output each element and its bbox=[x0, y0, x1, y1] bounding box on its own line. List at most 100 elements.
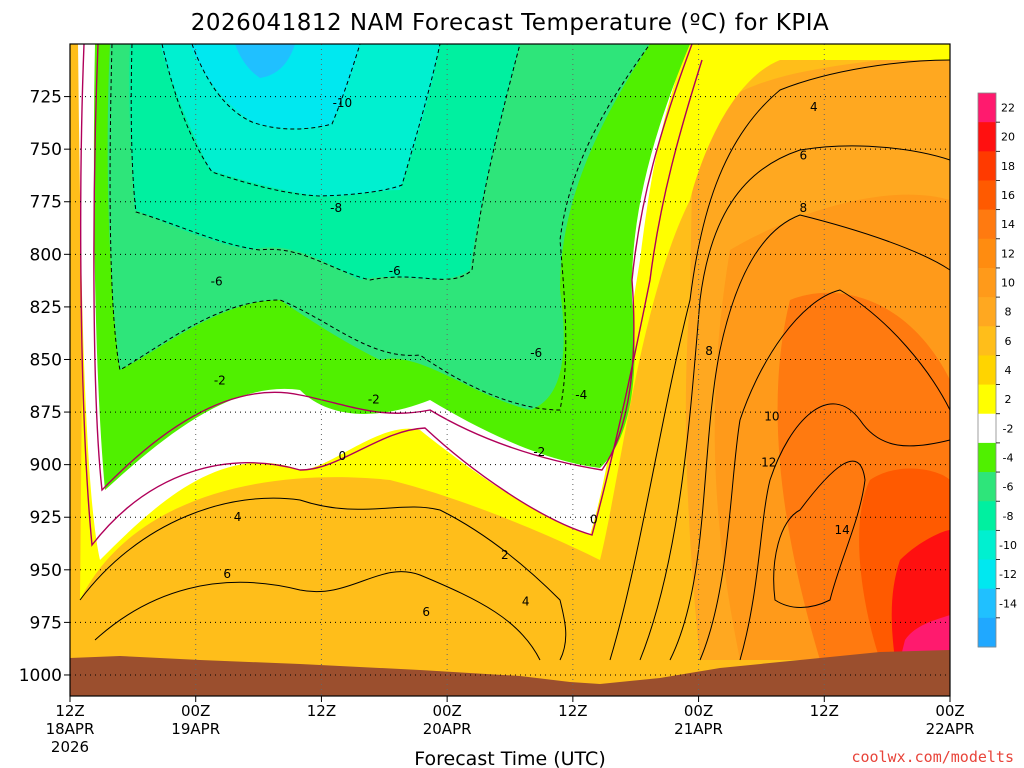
contour-label: -6 bbox=[530, 346, 542, 360]
colorbar-tick-label: -14 bbox=[999, 597, 1017, 610]
contour-label: -6 bbox=[389, 264, 401, 278]
x-tick-label: 12Z bbox=[558, 702, 587, 720]
isotherm-plus-six-left bbox=[94, 571, 541, 661]
contour-label: 6 bbox=[422, 605, 430, 619]
colorbar-tick-label: -6 bbox=[1003, 481, 1014, 494]
x-tick-label: 2026 bbox=[51, 738, 89, 756]
y-tick-label: 875 bbox=[30, 403, 62, 423]
contour-label: -2 bbox=[533, 445, 545, 459]
filled-contours bbox=[70, 44, 950, 696]
colorbar-swatch bbox=[978, 180, 996, 211]
contour-label: 0 bbox=[590, 512, 598, 526]
x-tick-label: 12Z bbox=[55, 702, 84, 720]
colorbar-tick-label: 20 bbox=[1001, 131, 1015, 144]
isotherm-minus-four bbox=[109, 43, 651, 411]
colorbar-swatch bbox=[978, 588, 996, 619]
colorbar-tick-label: 14 bbox=[1001, 218, 1015, 231]
contour-label: 6 bbox=[800, 148, 808, 162]
region-cold-light-blue bbox=[190, 44, 360, 129]
x-tick-label: 12Z bbox=[307, 702, 336, 720]
region-hottest-right bbox=[900, 615, 950, 660]
isotherm-plus-twelve-right bbox=[739, 403, 951, 661]
colorbar-swatch bbox=[978, 93, 996, 123]
contour-label: -10 bbox=[333, 96, 353, 110]
contour-label: 8 bbox=[800, 201, 808, 215]
colorbar-swatch bbox=[978, 355, 996, 386]
contour-lines bbox=[79, 43, 951, 661]
colorbar-tick-label: 12 bbox=[1001, 247, 1015, 260]
colorbar-tick-label: 16 bbox=[1001, 189, 1015, 202]
colorbar-tick-label: -2 bbox=[1003, 422, 1014, 435]
x-tick-label: 20APR bbox=[423, 720, 472, 738]
contour-label: 0 bbox=[339, 449, 347, 463]
colorbar-swatch bbox=[978, 442, 996, 473]
contour-label: -4 bbox=[575, 388, 587, 402]
isotherm-minus-ten bbox=[191, 43, 361, 130]
region-coldest bbox=[235, 44, 295, 78]
contour-label: 4 bbox=[522, 594, 530, 608]
isotherm-plus-ten-right bbox=[699, 289, 951, 661]
y-tick-label: 725 bbox=[30, 88, 62, 108]
contour-label: -2 bbox=[368, 392, 380, 406]
x-tick-label: 22APR bbox=[926, 720, 975, 738]
contour-labels: -10 -8 -6 -6 -6 -4 -2 -2 -2 0 0 4 2 4 6 6 4 6 8 8 10 12 14 bbox=[211, 96, 850, 619]
x-axis-label: Forecast Time (UTC) bbox=[414, 748, 605, 768]
x-tick-label: 00Z bbox=[684, 702, 713, 720]
x-tick-label: 00Z bbox=[935, 702, 964, 720]
contour-label: 14 bbox=[834, 523, 849, 537]
colorbar: 22 20 18 16 14 12 10 8 6 4 2 -2 -4 -6 -8 -10 -12 -14 bbox=[977, 92, 1017, 648]
isotherm-zero bbox=[80, 43, 703, 547]
x-tick-label: 00Z bbox=[181, 702, 210, 720]
x-tick-label: 18APR bbox=[46, 720, 95, 738]
isotherm-minus-six bbox=[130, 43, 521, 281]
colorbar-frame bbox=[977, 92, 997, 648]
contour-label: 4 bbox=[234, 510, 242, 524]
contour-label: -6 bbox=[211, 275, 223, 289]
colorbar-tick-label: 4 bbox=[1005, 364, 1012, 377]
chart-title: 2026041812 NAM Forecast Temperature (ºC)… bbox=[191, 10, 829, 36]
y-axis-ticks: 725 750 775 800 825 850 875 900 925 950 975 1000 bbox=[19, 88, 70, 686]
colorbar-swatch bbox=[978, 472, 996, 502]
colorbar-swatch bbox=[978, 501, 996, 531]
isotherm-plus-six-right bbox=[639, 145, 951, 661]
colorbar-tick-label: -4 bbox=[1003, 451, 1014, 464]
x-tick-label: 12Z bbox=[810, 702, 839, 720]
colorbar-swatch bbox=[978, 297, 996, 327]
colorbar-swatch bbox=[978, 326, 996, 356]
colorbar-swatch bbox=[978, 209, 996, 240]
colorbar-swatch bbox=[978, 413, 996, 444]
y-tick-label: 1000 bbox=[19, 666, 62, 686]
colorbar-swatch bbox=[978, 151, 996, 181]
isotherm-minus-eight bbox=[161, 43, 441, 197]
colorbar-tick-label: 18 bbox=[1001, 160, 1015, 173]
contour-label: 10 bbox=[764, 409, 779, 423]
isotherm-minus-two bbox=[93, 43, 693, 492]
x-tick-label: 00Z bbox=[432, 702, 461, 720]
plot-frame bbox=[69, 43, 951, 697]
contour-label: 2 bbox=[501, 548, 509, 562]
colorbar-swatch bbox=[978, 238, 996, 269]
colorbar-tick-label: -12 bbox=[999, 568, 1017, 581]
contour-label: 8 bbox=[705, 344, 713, 358]
colorbar-swatch bbox=[978, 617, 996, 648]
colorbar-tick-label: -8 bbox=[1003, 510, 1014, 523]
y-tick-label: 925 bbox=[30, 508, 62, 528]
colorbar-tick-label: 8 bbox=[1005, 306, 1012, 319]
contour-label: -2 bbox=[214, 374, 226, 388]
x-tick-label: 19APR bbox=[171, 720, 220, 738]
contour-label: 4 bbox=[810, 100, 818, 114]
x-tick-label: 21APR bbox=[674, 720, 723, 738]
colorbar-tick-label: 10 bbox=[1001, 277, 1015, 290]
colorbar-tick-label: 2 bbox=[1005, 393, 1012, 406]
colorbar-swatch bbox=[978, 559, 996, 590]
credit-text: coolwx.com/modelts bbox=[851, 748, 1014, 766]
colorbar-swatch bbox=[978, 267, 996, 298]
isotherm-plus-four-right bbox=[609, 59, 951, 661]
contour-label: 12 bbox=[761, 456, 776, 470]
isotherm-plus-fourteen-right bbox=[773, 460, 866, 608]
y-tick-label: 800 bbox=[30, 245, 62, 265]
colorbar-swatch bbox=[978, 384, 996, 415]
contour-label: 6 bbox=[223, 567, 231, 581]
